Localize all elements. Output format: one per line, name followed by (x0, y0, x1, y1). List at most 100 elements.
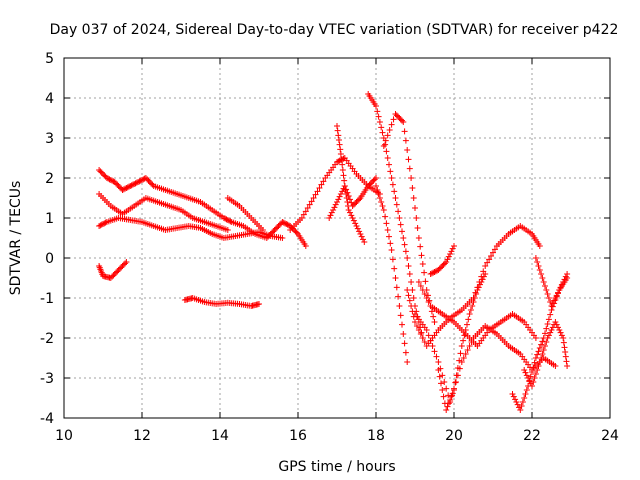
data-point (353, 223, 360, 229)
data-point (440, 393, 447, 400)
data-point (451, 243, 457, 249)
data-point (101, 220, 108, 227)
data-point (375, 191, 382, 197)
data-point (343, 191, 350, 197)
data-point (516, 404, 522, 411)
data-point (293, 229, 300, 236)
data-point (379, 129, 386, 136)
data-point (538, 355, 545, 361)
data-point (409, 308, 416, 315)
data-point (107, 275, 114, 281)
data-point (404, 147, 411, 153)
data-point (413, 323, 420, 329)
data-point (142, 175, 149, 181)
data-point (453, 372, 460, 379)
data-point (517, 407, 524, 413)
data-point (118, 264, 125, 271)
data-point (308, 198, 315, 205)
plot-frame (63, 57, 611, 419)
y-tick-label: 5 (45, 51, 54, 67)
data-point (458, 343, 465, 349)
data-point (539, 338, 546, 345)
data-point (464, 347, 471, 353)
data-point (531, 359, 538, 366)
data-point (521, 395, 528, 401)
data-point (367, 180, 374, 187)
data-point (100, 171, 106, 177)
data-point (402, 248, 409, 255)
data-point (389, 181, 396, 188)
series-track-b (96, 191, 231, 233)
data-point (456, 357, 463, 364)
data-point (540, 347, 547, 353)
series-track-d (96, 259, 130, 281)
data-point (96, 167, 103, 173)
data-point (105, 175, 112, 182)
data-point (360, 236, 366, 243)
data-point (545, 316, 552, 323)
data-point (318, 181, 325, 188)
data-point (386, 127, 393, 133)
data-point (406, 165, 413, 172)
data-point (558, 332, 565, 339)
data-point (531, 375, 538, 381)
data-point (460, 337, 467, 344)
data-point (545, 295, 552, 301)
data-point (276, 221, 283, 228)
data-point (564, 275, 571, 281)
data-point (547, 299, 554, 305)
data-point (562, 353, 569, 360)
data-point (365, 183, 372, 189)
data-point (352, 200, 359, 207)
data-point (115, 183, 122, 189)
data-point (374, 187, 381, 193)
data-point (438, 380, 444, 387)
data-point (560, 339, 567, 346)
data-point (382, 141, 389, 148)
data-point (423, 327, 430, 333)
data-point (534, 367, 541, 373)
data-point (388, 247, 395, 253)
data-point (131, 181, 138, 187)
data-point (421, 291, 428, 297)
x-tick-label: 10 (55, 428, 73, 444)
data-point (391, 265, 398, 272)
data-point (443, 385, 450, 392)
data-point (421, 269, 428, 276)
data-point (288, 224, 295, 231)
data-point (223, 216, 230, 223)
data-point (439, 263, 446, 269)
data-point (421, 339, 428, 345)
data-point (415, 279, 422, 285)
series-track-s (521, 319, 571, 389)
data-point (111, 271, 118, 277)
data-point (466, 343, 473, 349)
data-point (109, 273, 116, 280)
data-point (283, 221, 290, 227)
data-point (116, 184, 123, 191)
data-point (396, 215, 403, 221)
data-point (339, 188, 346, 195)
data-point (132, 180, 139, 187)
data-point (466, 311, 473, 317)
data-point (475, 284, 482, 291)
x-tick-label: 24 (601, 428, 619, 444)
data-point (539, 275, 546, 281)
data-point (445, 400, 452, 407)
data-point (452, 379, 459, 385)
data-point (335, 132, 342, 139)
data-point (350, 217, 357, 224)
data-point (392, 195, 399, 201)
data-point (536, 243, 543, 249)
data-marks (96, 91, 571, 413)
data-point (530, 379, 537, 385)
data-point (561, 344, 568, 351)
data-point (382, 213, 389, 220)
series-track-g (287, 155, 383, 233)
data-point (275, 223, 282, 229)
data-point (548, 327, 555, 333)
data-point (451, 387, 457, 393)
data-point (111, 179, 118, 185)
data-point (115, 267, 122, 273)
